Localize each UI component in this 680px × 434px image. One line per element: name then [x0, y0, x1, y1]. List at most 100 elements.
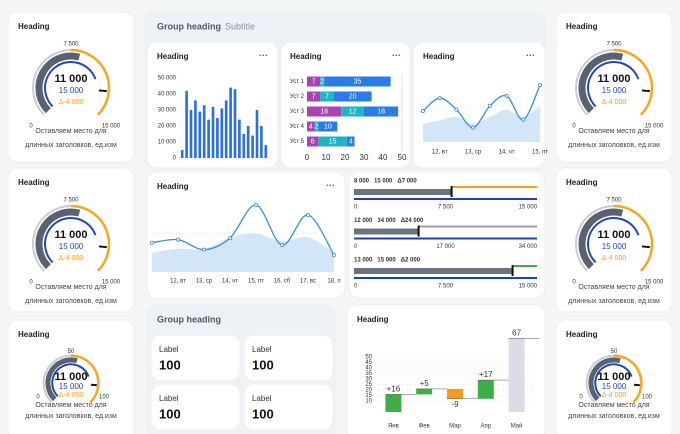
- point: [504, 93, 509, 98]
- group-title: Group heading: [157, 314, 221, 324]
- x-tick-label: 30: [360, 153, 369, 162]
- y-tick-label: 30 000: [158, 108, 177, 114]
- y-tick-label: 45: [365, 360, 372, 366]
- category-label: Уст 1: [290, 79, 305, 85]
- gauge-caption: длинных заголовков, ед.изм: [568, 413, 660, 420]
- x-tick-label: 15, пт: [248, 279, 264, 285]
- card: [150, 334, 241, 382]
- bar-segment: [324, 76, 391, 87]
- gauge-target: 15 000: [59, 86, 84, 95]
- x-tick-label: 12, вт: [170, 279, 186, 285]
- bar-segment: [318, 121, 338, 132]
- bar: [216, 118, 219, 158]
- y-tick-label: 40: [365, 366, 372, 372]
- y-tick-label: 20: [365, 388, 372, 394]
- bullet-bar: [354, 189, 452, 195]
- gauge-caption: Оставляем место для: [578, 284, 649, 291]
- x-tick-label: 14, чт: [499, 150, 515, 156]
- gauge-marker: [641, 89, 650, 93]
- x-tick-label: 12, вт: [432, 150, 448, 156]
- gauge-min: 0: [572, 124, 576, 130]
- gauge-arc: [44, 61, 97, 108]
- value-label: 4: [309, 123, 313, 130]
- bar-segment: [307, 91, 321, 102]
- value-label: 12: [349, 108, 357, 115]
- gauge-arc: [578, 52, 624, 114]
- bullet-target-line: [354, 237, 537, 240]
- bar: [242, 134, 246, 158]
- x-tick-label: 13, ср: [196, 279, 213, 285]
- card: [7, 11, 135, 163]
- value-label: 2: [320, 78, 324, 85]
- bar: [477, 380, 494, 399]
- x-tick-label: 18, п: [327, 279, 340, 285]
- bar-segment: [307, 106, 342, 117]
- x-tick-label: 17, вс: [300, 279, 316, 285]
- bullet-value: 8 000: [354, 179, 370, 185]
- x-tick-label: Янв: [388, 424, 399, 430]
- gauge-delta: Δ-4 000: [59, 255, 84, 262]
- gauge-arc: [575, 205, 615, 272]
- bullet-tick-label: 15 000: [519, 284, 538, 290]
- value-label: 18: [377, 108, 385, 115]
- bar: [211, 106, 215, 158]
- gauge-target: 15 000: [602, 382, 627, 391]
- card-menu: ···: [259, 50, 268, 60]
- bar: [202, 105, 206, 158]
- bar-segment: [307, 136, 319, 147]
- gauge-value: 11 000: [54, 73, 87, 85]
- gauge-caption: длинных заголовков, ед.изм: [25, 298, 117, 305]
- gauge-arc: [35, 52, 81, 114]
- bar: [264, 145, 268, 158]
- bullet-tick-label: 0: [354, 284, 358, 290]
- card: [243, 383, 334, 431]
- bar-segment: [341, 106, 364, 117]
- point: [201, 247, 206, 252]
- gauge-min: 0: [36, 395, 40, 401]
- bullet-target-line: [354, 198, 537, 200]
- bar: [260, 126, 263, 158]
- gauge-top-label: 7 500: [63, 198, 79, 204]
- y-tick-label: 20 000: [158, 124, 177, 130]
- bar: [198, 111, 202, 158]
- card: [7, 167, 135, 313]
- x-tick-label: Май: [511, 423, 523, 430]
- category-label: Уст 3: [290, 109, 305, 115]
- card: [243, 334, 334, 382]
- card-heading: Heading: [290, 52, 322, 61]
- bar-segment: [346, 136, 355, 147]
- gauge-delta: Δ-4 000: [602, 99, 627, 106]
- gauge-value: 11 000: [54, 371, 87, 383]
- gauge-caption: длинных заголовков, ед.изм: [25, 413, 117, 420]
- bar: [246, 126, 250, 158]
- x-tick-label: Апр: [481, 424, 492, 430]
- bullet-tick-label: 0: [354, 205, 358, 211]
- bullet-tick-label: 0: [354, 244, 358, 250]
- bar: [229, 87, 232, 158]
- y-tick-label: 40 000: [158, 92, 177, 98]
- value-label: 35: [353, 78, 361, 85]
- bar: [220, 108, 224, 158]
- gauge-top-label: 7 500: [606, 42, 622, 48]
- bullet-delta: Δ2 000: [401, 258, 421, 264]
- gauge-caption: длинных заголовков, ед.изм: [568, 298, 660, 305]
- point: [437, 96, 442, 101]
- bullet-target: 34 000: [377, 218, 396, 224]
- gauge-marker: [98, 89, 107, 93]
- value-label: 10: [324, 123, 332, 130]
- bullet-delta: Δ24 000: [401, 218, 424, 224]
- bullet-delta-band: [451, 186, 537, 188]
- gauge-arc: [585, 354, 615, 404]
- gauge-delta: Δ-4 000: [59, 392, 84, 399]
- y-tick-label: 10: [365, 399, 372, 405]
- gauge-max: 15 000: [102, 124, 121, 130]
- line: [151, 204, 335, 256]
- card: [150, 383, 241, 431]
- x-tick-label: 40: [379, 153, 388, 162]
- y-tick-label: 15: [365, 393, 372, 399]
- bar: [508, 338, 525, 412]
- y-tick-label: 50 000: [158, 76, 177, 82]
- value-label: 7: [312, 93, 316, 100]
- gauge-max: 15 000: [102, 280, 121, 286]
